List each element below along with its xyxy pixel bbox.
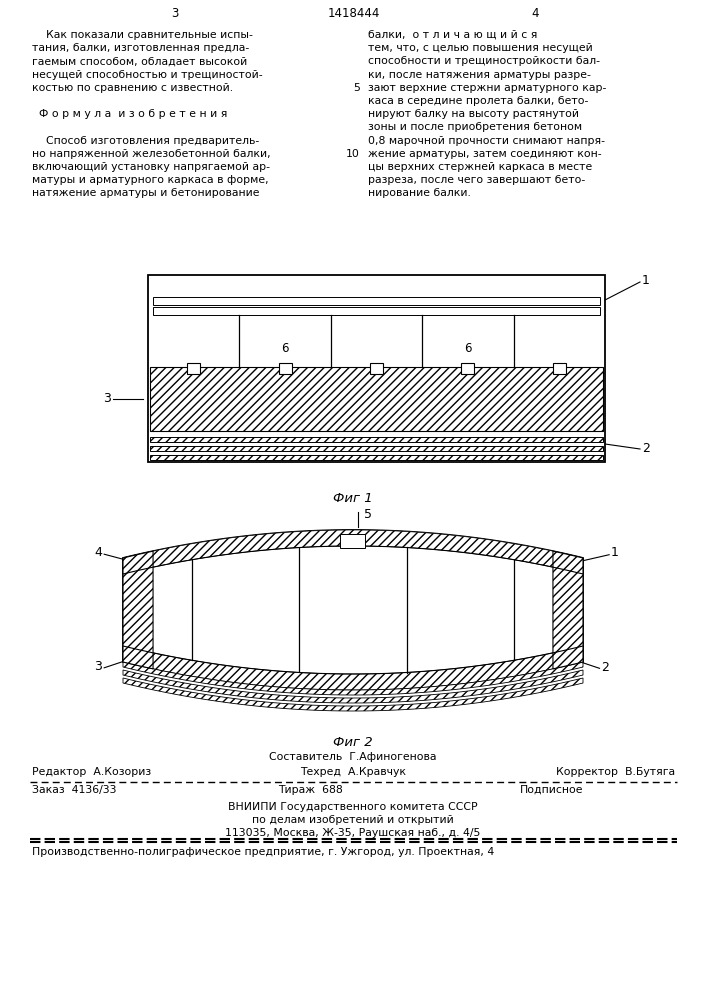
Polygon shape [123,646,583,690]
Bar [148,275,605,462]
Text: 3: 3 [171,7,179,20]
Text: зоны и после приобретения бетоном: зоны и после приобретения бетоном [368,122,582,132]
Text: Техред  А.Кравчук: Техред А.Кравчук [300,767,406,777]
Text: гаемым способом, обладает высокой: гаемым способом, обладает высокой [32,56,247,66]
Bar [150,437,603,442]
Text: ки, после натяжения арматуры разре-: ки, после натяжения арматуры разре- [368,70,591,80]
Bar [150,446,603,451]
Polygon shape [123,551,153,669]
Text: натяжение арматуры и бетонирование: натяжение арматуры и бетонирование [32,188,259,198]
Bar [153,297,600,305]
Text: 3: 3 [94,660,103,673]
Text: ВНИИПИ Государственного комитета СССР: ВНИИПИ Государственного комитета СССР [228,802,478,812]
Text: Тираж  688: Тираж 688 [278,785,342,795]
Text: 2: 2 [602,661,609,674]
Bar [462,362,474,373]
Text: тания, балки, изготовленная предла-: тания, балки, изготовленная предла- [32,43,250,53]
Text: каса в середине пролета балки, бето-: каса в середине пролета балки, бето- [368,96,588,106]
Text: 6: 6 [464,342,472,356]
Text: 6: 6 [281,342,289,356]
Text: Фиг 1: Фиг 1 [333,492,373,505]
Text: Как показали сравнительные испы-: Как показали сравнительные испы- [32,30,253,40]
Text: 4: 4 [531,7,539,20]
Polygon shape [123,662,583,695]
Text: способности и трещиностройкости бал-: способности и трещиностройкости бал- [368,56,600,66]
Text: Заказ  4136/33: Заказ 4136/33 [32,785,117,795]
Bar [279,362,291,373]
Text: 1: 1 [642,273,650,286]
Text: нирование балки.: нирование балки. [368,188,471,198]
Bar [370,362,383,373]
Text: 2: 2 [642,442,650,454]
Text: по делам изобретений и открытий: по делам изобретений и открытий [252,815,454,825]
Text: Корректор  В.Бутяга: Корректор В.Бутяга [556,767,675,777]
Text: 1418444: 1418444 [327,7,380,20]
Text: Составитель  Г.Афиногенова: Составитель Г.Афиногенова [269,752,437,762]
Text: тем, что, с целью повышения несущей: тем, что, с целью повышения несущей [368,43,592,53]
Text: Фиг 2: Фиг 2 [333,736,373,749]
Text: но напряженной железобетонной балки,: но напряженной железобетонной балки, [32,149,271,159]
Text: жение арматуры, затем соединяют кон-: жение арматуры, затем соединяют кон- [368,149,602,159]
Text: 3: 3 [103,392,111,406]
Bar [553,362,566,373]
Polygon shape [123,530,583,574]
Bar [187,362,200,373]
Text: Подписное: Подписное [520,785,583,795]
Bar [341,534,366,548]
Text: Ф о р м у л а  и з о б р е т е н и я: Ф о р м у л а и з о б р е т е н и я [32,109,228,119]
Text: зают верхние стержни арматурного кар-: зают верхние стержни арматурного кар- [368,83,607,93]
Bar [150,446,603,451]
Text: 113035, Москва, Ж-35, Раушская наб., д. 4/5: 113035, Москва, Ж-35, Раушская наб., д. … [226,828,481,838]
Text: 0,8 марочной прочности снимают напря-: 0,8 марочной прочности снимают напря- [368,136,605,146]
Text: 5: 5 [353,83,360,93]
Text: Способ изготовления предваритель-: Способ изготовления предваритель- [32,136,259,146]
Bar [150,455,603,460]
Bar [150,367,603,431]
Text: балки,  о т л и ч а ю щ и й с я: балки, о т л и ч а ю щ и й с я [368,30,537,40]
Text: Производственно-полиграфическое предприятие, г. Ужгород, ул. Проектная, 4: Производственно-полиграфическое предприя… [32,847,494,857]
Polygon shape [123,670,583,703]
Bar [153,307,600,315]
Text: Редактор  А.Козориз: Редактор А.Козориз [32,767,151,777]
Text: разреза, после чего завершают бето-: разреза, после чего завершают бето- [368,175,585,185]
Text: 4: 4 [94,546,103,559]
Text: нируют балку на высоту растянутой: нируют балку на высоту растянутой [368,109,579,119]
Bar [150,455,603,460]
Text: включающий установку напрягаемой ар-: включающий установку напрягаемой ар- [32,162,270,172]
Text: 5: 5 [364,508,372,521]
Text: 1: 1 [611,546,619,559]
Polygon shape [123,530,583,690]
Text: костью по сравнению с известной.: костью по сравнению с известной. [32,83,233,93]
Text: 10: 10 [346,149,360,159]
Bar [150,437,603,442]
Text: цы верхних стержней каркаса в месте: цы верхних стержней каркаса в месте [368,162,592,172]
Polygon shape [553,551,583,669]
Text: несущей способностью и трещиностой-: несущей способностью и трещиностой- [32,70,262,80]
Text: матуры и арматурного каркаса в форме,: матуры и арматурного каркаса в форме, [32,175,269,185]
Polygon shape [123,678,583,711]
